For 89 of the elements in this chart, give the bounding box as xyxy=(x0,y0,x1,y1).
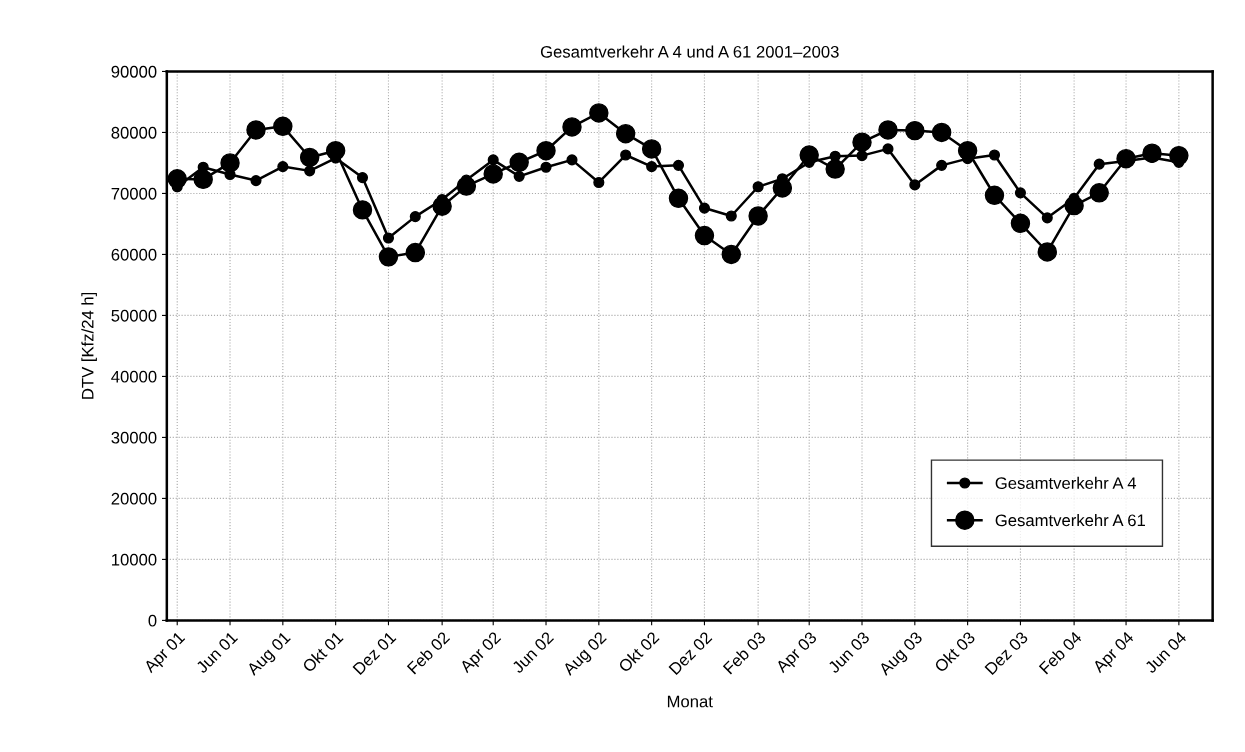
x-tick-label: Apr 03 xyxy=(774,630,820,676)
point xyxy=(852,132,872,152)
x-tick-label: Dez 01 xyxy=(352,631,397,676)
y-tick-label: 20000 xyxy=(111,492,157,505)
x-tick-label: Feb 02 xyxy=(406,630,451,675)
point xyxy=(694,225,715,246)
point xyxy=(382,232,395,244)
point xyxy=(936,159,948,171)
x-tick-label: Apr 01 xyxy=(142,631,188,676)
point xyxy=(487,154,499,166)
point xyxy=(615,123,636,144)
point xyxy=(277,161,289,173)
point xyxy=(641,139,662,159)
x-tick-label: Okt 01 xyxy=(301,630,344,673)
point xyxy=(620,149,632,161)
point xyxy=(882,143,894,155)
point xyxy=(748,206,768,226)
point xyxy=(220,153,240,173)
point xyxy=(672,159,685,171)
point xyxy=(646,161,658,173)
point xyxy=(540,161,552,173)
point xyxy=(299,147,320,168)
x-tick-label: Jun 03 xyxy=(827,630,871,674)
point xyxy=(513,170,525,182)
x-tick-label: Feb 03 xyxy=(722,630,767,675)
x-tick-label: Jun 04 xyxy=(1143,630,1188,674)
point xyxy=(405,242,426,263)
point xyxy=(1093,158,1105,170)
x-tick-label: Dez 03 xyxy=(984,630,1029,676)
point xyxy=(905,120,925,141)
x-tick-label: Okt 02 xyxy=(617,630,660,673)
legend-label: Gesamtverkehr A 4 xyxy=(995,476,1137,490)
point xyxy=(931,122,952,143)
point xyxy=(725,210,737,222)
point xyxy=(825,159,845,179)
point xyxy=(356,172,369,184)
point xyxy=(988,149,1001,161)
y-tick-label: 0 xyxy=(148,614,157,627)
y-axis-title: DTV [Kfz/24 h] xyxy=(81,292,97,399)
point xyxy=(1010,213,1031,234)
y-tick-label: 50000 xyxy=(111,309,157,322)
point xyxy=(1037,242,1057,262)
point xyxy=(509,152,529,173)
point xyxy=(856,150,868,162)
point xyxy=(909,179,921,191)
x-tick-label: Aug 01 xyxy=(245,631,294,679)
point xyxy=(250,175,262,187)
point xyxy=(304,165,316,177)
x-tick-label: Apr 02 xyxy=(458,631,504,676)
y-tick-label: 60000 xyxy=(111,248,157,261)
point xyxy=(273,116,293,137)
x-tick-label: Aug 02 xyxy=(561,631,610,679)
point xyxy=(193,169,213,190)
point xyxy=(566,154,578,166)
point xyxy=(589,103,609,123)
point xyxy=(1089,183,1109,203)
point xyxy=(984,185,1005,205)
point xyxy=(721,244,742,265)
point xyxy=(378,247,399,267)
point xyxy=(409,211,421,223)
point xyxy=(698,202,711,214)
point xyxy=(352,200,373,220)
point xyxy=(668,188,689,209)
point xyxy=(562,117,582,137)
point xyxy=(593,176,605,189)
point xyxy=(752,181,764,193)
y-tick-label: 10000 xyxy=(112,553,157,566)
x-tick-label: Jun 01 xyxy=(195,631,239,674)
x-tick-label: Dez 02 xyxy=(668,631,713,676)
point xyxy=(536,141,556,161)
y-tick-label: 90000 xyxy=(111,65,157,78)
x-tick-label: Okt 03 xyxy=(933,630,976,673)
point xyxy=(483,164,503,184)
x-tick-label: Jun 02 xyxy=(511,631,555,674)
x-axis-title: Monat xyxy=(667,695,713,708)
legend-label: Gesamtverkehr A 61 xyxy=(995,513,1145,527)
point xyxy=(878,120,898,140)
y-tick-label: 30000 xyxy=(111,431,157,444)
y-tick-label: 70000 xyxy=(111,187,157,200)
x-tick-label: Feb 04 xyxy=(1038,630,1083,675)
chart-title: Gesamtverkehr A 4 und A 61 2001–2003 xyxy=(540,45,839,58)
x-tick-label: Aug 03 xyxy=(877,630,926,679)
point xyxy=(246,120,266,140)
point xyxy=(1014,187,1026,199)
y-tick-label: 80000 xyxy=(111,126,157,139)
point xyxy=(829,150,841,162)
y-tick-label: 40000 xyxy=(111,370,157,383)
point xyxy=(1041,212,1053,224)
x-tick-label: Apr 04 xyxy=(1091,630,1137,676)
